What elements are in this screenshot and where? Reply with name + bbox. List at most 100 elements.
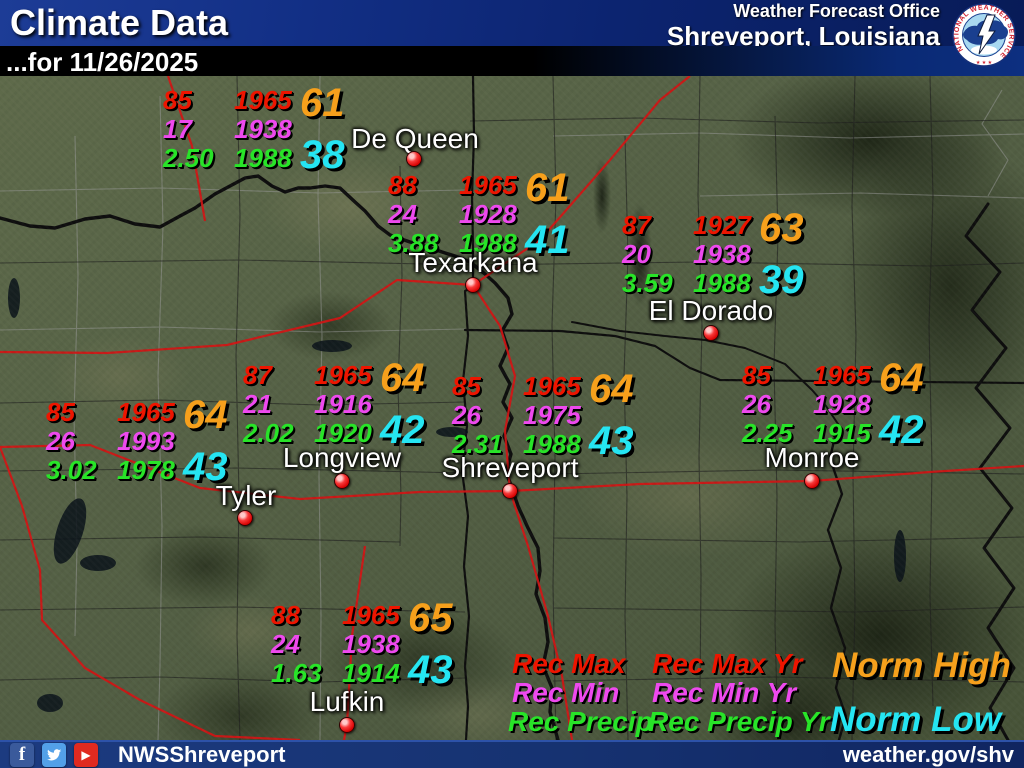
valid-date: ...for 11/26/2025 (6, 47, 199, 77)
city-marker-lufkin (339, 717, 355, 733)
legend-rec-min-yr: Rec Min Yr (652, 677, 797, 708)
rec-min-year: 1928 (813, 389, 871, 419)
norm-high-value: 61 (300, 81, 345, 125)
legend-rec-precip: Rec Precip (508, 706, 653, 737)
rec-max-year: 1965 (314, 360, 372, 390)
rec-max-year: 1927 (693, 210, 751, 240)
logo-wave (971, 45, 997, 55)
facebook-icon[interactable]: f (10, 743, 34, 767)
norm-high-value: 64 (380, 356, 425, 400)
city-marker-dequeen (406, 151, 422, 167)
rec-min-value: 26 (46, 426, 75, 456)
rec-precip-year: 1988 (693, 268, 751, 298)
rec-precip-year: 1978 (117, 455, 175, 485)
logo-lightning-icon (977, 14, 996, 55)
rec-max-value: 85 (452, 371, 481, 401)
norm-high-value: 64 (879, 356, 924, 400)
rec-min-year: 1938 (234, 114, 292, 144)
city-marker-longview (334, 473, 350, 489)
legend-rec-min: Rec Min (512, 677, 620, 708)
rec-max-value: 88 (271, 600, 300, 630)
satellite-map: 85 1965 17 1938 2.50 1988 61 38 88 1965 … (0, 76, 1024, 740)
office-line2: Shreveport, Louisiana (666, 20, 940, 51)
rec-precip-year: 1988 (523, 429, 581, 459)
top-banner: Climate Data Weather Forecast Office Shr… (0, 0, 1024, 67)
rec-precip-value: 2.50 (163, 143, 214, 173)
city-marker-monroe (804, 473, 820, 489)
rec-precip-year: 1920 (314, 418, 372, 448)
legend-rec-max-yr: Rec Max Yr (652, 648, 803, 679)
rec-precip-value: 3.02 (46, 455, 97, 485)
rec-max-value: 87 (622, 210, 651, 240)
rec-precip-value: 1.63 (271, 658, 322, 688)
rec-max-value: 85 (742, 360, 771, 390)
page-title: Climate Data (10, 2, 229, 43)
station-block-monroe: 85 1965 26 1928 2.25 1915 64 42 (742, 356, 972, 464)
rec-min-value: 26 (452, 400, 481, 430)
city-label-lufkin: Lufkin (309, 686, 385, 717)
norm-low-value: 42 (380, 408, 425, 452)
map-lines-overlay (0, 76, 1024, 740)
rec-max-year: 1965 (342, 600, 400, 630)
rec-min-year: 1938 (693, 239, 751, 269)
city-label-eldorado: El Dorado (648, 295, 774, 326)
norm-low-value: 41 (525, 218, 570, 262)
norm-low-value: 39 (759, 258, 804, 302)
rec-max-year: 1965 (234, 85, 292, 115)
rec-max-year: 1965 (117, 397, 175, 427)
station-block-tyler: 85 1965 26 1993 3.02 1978 64 43 (46, 393, 276, 501)
rec-precip-year: 1988 (459, 228, 517, 258)
norm-low-value: 43 (183, 445, 228, 489)
rec-min-year: 1938 (342, 629, 400, 659)
city-label-longview: Longview (282, 442, 402, 473)
rec-max-year: 1965 (523, 371, 581, 401)
rec-min-year: 1916 (314, 389, 372, 419)
rec-precip-year: 1915 (813, 418, 871, 448)
rec-min-value: 24 (271, 629, 300, 659)
legend-norm-high: Norm High (832, 646, 1011, 685)
city-label-monroe: Monroe (764, 442, 860, 473)
office-line1: Weather Forecast Office (733, 1, 940, 21)
norm-low-value: 38 (300, 133, 345, 177)
rec-precip-value: 3.59 (622, 268, 673, 298)
legend-rec-max: Rec Max (512, 648, 626, 679)
play-icon: ▶ (81, 748, 91, 762)
station-block-longview: 87 1965 21 1916 2.02 1920 64 42 (243, 356, 473, 464)
rec-min-value: 21 (243, 389, 272, 419)
rec-max-year: 1965 (459, 170, 517, 200)
city-label-shreveport: Shreveport (441, 452, 579, 483)
rec-precip-value: 3.88 (388, 228, 439, 258)
city-label-dequeen: De Queen (351, 123, 479, 154)
rec-min-value: 26 (742, 389, 771, 419)
rec-max-value: 85 (163, 85, 192, 115)
legend-rec-precip-yr: Rec Precip Yr (648, 706, 830, 737)
footer-bar: f ▶ NWSShreveport weather.gov/shv (0, 740, 1024, 768)
office-name: Weather Forecast Office Shreveport, Loui… (666, 1, 940, 51)
station-block-dequeen: 85 1965 17 1938 2.50 1988 61 38 (163, 81, 393, 189)
norm-low-value: 43 (408, 648, 453, 692)
rec-min-value: 20 (622, 239, 651, 269)
twitter-icon[interactable] (42, 743, 66, 767)
city-marker-tyler (237, 510, 253, 526)
rec-min-year: 1993 (117, 426, 175, 456)
city-label-texarkana: Texarkana (408, 247, 538, 278)
rec-max-value: 88 (388, 170, 417, 200)
rec-precip-value: 2.02 (243, 418, 294, 448)
legend-norm-low: Norm Low (830, 700, 1002, 739)
norm-low-value: 43 (589, 419, 634, 463)
youtube-icon[interactable]: ▶ (74, 743, 98, 767)
logo-stars: ★ ★ ★ (976, 60, 993, 66)
nws-logo-icon: NATIONAL WEATHER SERVICE ★ ★ ★ (952, 3, 1016, 67)
rec-precip-value: 2.25 (742, 418, 793, 448)
rec-min-year: 1928 (459, 199, 517, 229)
city-marker-eldorado (703, 325, 719, 341)
date-bar: ...for 11/26/2025 (0, 46, 1024, 77)
social-handle: NWSShreveport (118, 742, 286, 767)
rec-min-value: 24 (388, 199, 417, 229)
rec-min-year: 1975 (523, 400, 581, 430)
norm-high-value: 65 (408, 596, 453, 640)
rec-min-value: 17 (163, 114, 192, 144)
station-block-texarkana: 88 1965 24 1928 3.88 1988 61 41 (388, 166, 618, 274)
norm-high-value: 61 (525, 166, 570, 210)
